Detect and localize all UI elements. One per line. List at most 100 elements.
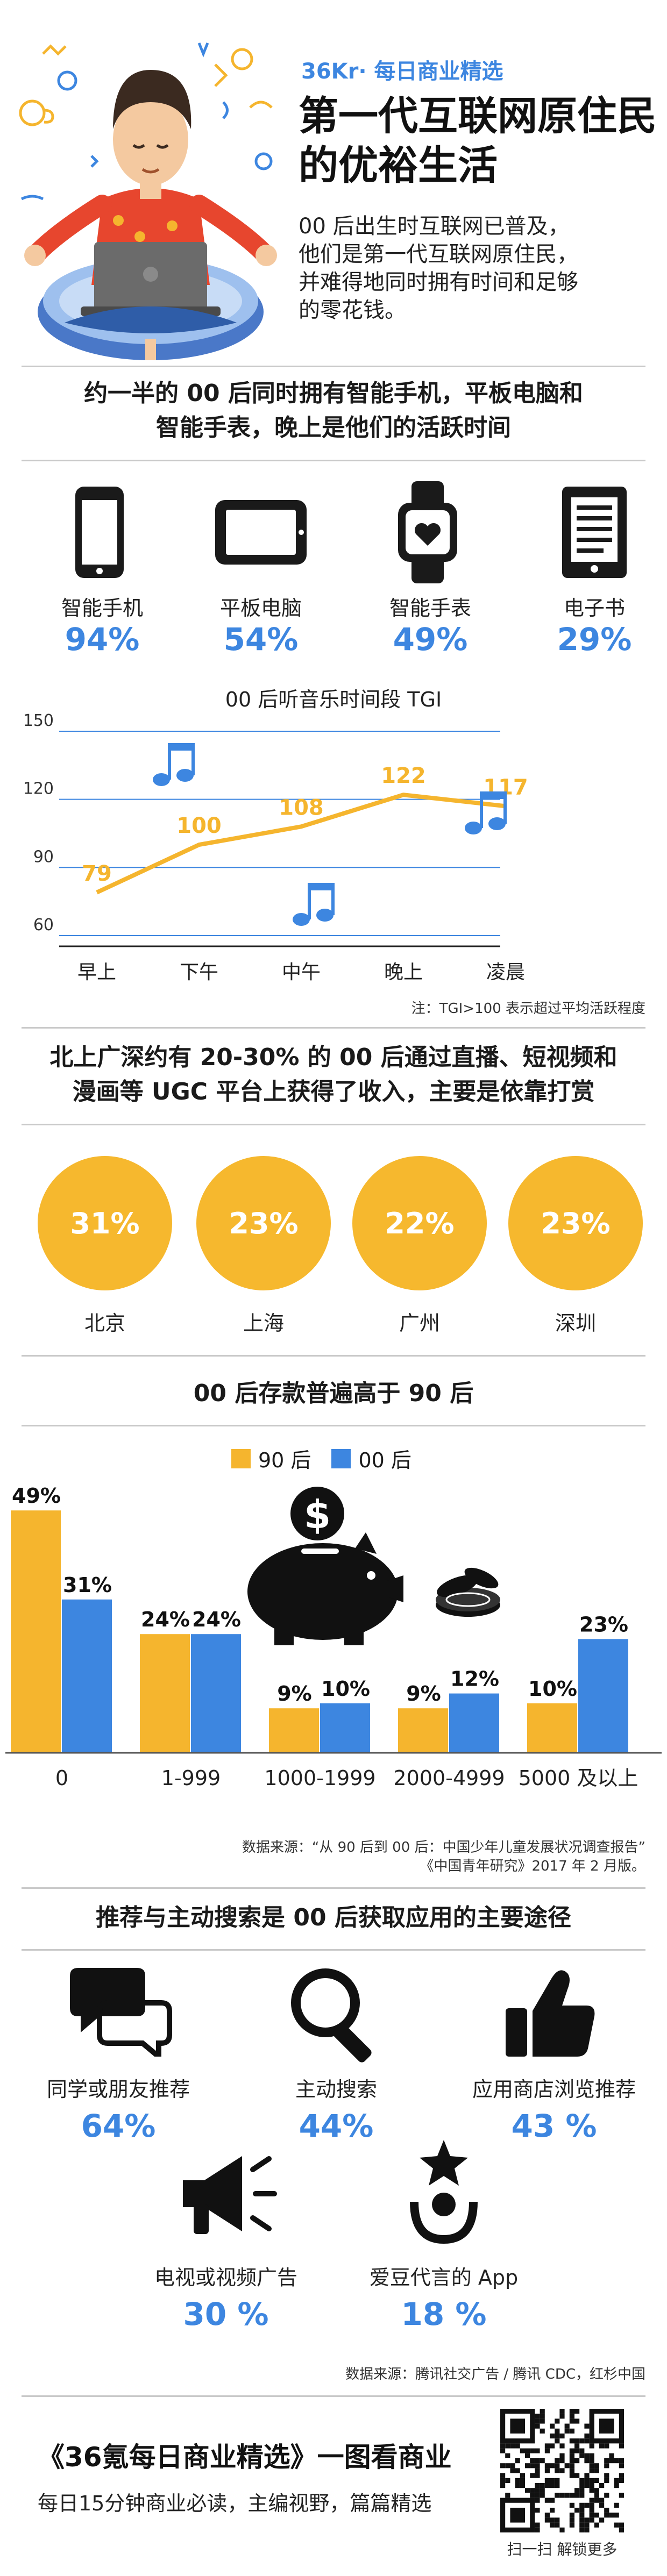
app-item-store: 应用商店浏览推荐 43 % [457,2073,651,2144]
tablet-icon [212,495,309,572]
legend-swatch-00 [331,1448,351,1468]
divider [22,460,645,461]
qr-code[interactable] [500,2409,624,2532]
divider [22,2395,645,2397]
bar-value-label: 31% [63,1573,112,1597]
bar-value-label: 10% [528,1677,577,1701]
bar-value-label: 9% [277,1682,312,1706]
data-label: 79 [82,861,112,886]
device-pct: 94% [65,621,140,658]
x-tick-label: 下午 [180,961,218,983]
device-item-smartphone: 智能手机 94% [43,591,161,658]
legend-label-90: 90 后 [258,1448,311,1472]
savings-source-1: 数据来源：“从 90 后到 00 后：中国少年儿童发展状况调查报告” [242,1839,645,1856]
data-label: 100 [176,814,222,838]
bar [191,1634,241,1753]
app-item-idol: 爱豆代言的 App 18 % [347,2261,541,2332]
savings-bar-chart: 49% 31% 0 24% 24% 1-999 9% 10% 1000-1999 9% 12% 200… [0,1484,667,1830]
device-pct: 49% [393,621,468,658]
brand-sub-text: · 每日商业精选 [358,59,503,84]
tgi-line-chart: 150 120 90 60 79 100 108 122 117 早上 下午 中午 晚上 凌晨 [0,710,667,991]
ugc-title: 北上广深约有 20-30% 的 00 后通过直播、短视频和 漫画等 UGC 平台… [0,1040,667,1109]
tgi-chart-title: 00 后听音乐时间段 TGI [225,688,442,711]
app-label: 电视或视频广告 [154,2266,297,2289]
device-label: 平板电脑 [219,596,302,620]
coins-icon [430,1562,506,1623]
intro-line: 他们是第一代互联网原住民， [299,242,578,267]
footer-subtitle: 每日15分钟商业必读，主编视野，篇篇精选 [38,2492,432,2515]
city-label-guangzhou: 广州 [399,1311,440,1335]
bar-value-label: 49% [12,1484,61,1508]
app-label: 主动搜索 [295,2078,377,2101]
app-pct: 64% [81,2108,156,2144]
bar [62,1599,112,1753]
savings-source-2: 《中国青年研究》2017 年 2 月版。 [420,1858,645,1874]
device-label: 电子书 [563,596,625,620]
app-item-search: 主动搜索 44% [245,2073,428,2144]
divider [22,1887,645,1889]
ebook-icon [559,484,629,583]
x-tick-label: 晚上 [384,961,423,983]
intro-line: 的零花钱。 [299,298,406,323]
device-pct: 54% [223,621,299,658]
savings-title: 00 后存款普遍高于 90 后 [193,1380,474,1407]
data-label: 122 [381,763,426,788]
bar [398,1708,448,1753]
app-label: 爱豆代言的 App [369,2266,519,2289]
city-label-shanghai: 上海 [243,1311,284,1335]
device-pct: 29% [557,621,632,658]
app-label: 同学或朋友推荐 [46,2078,190,2101]
app-pct: 18 % [401,2296,487,2332]
city-circle-guangzhou: 22% [352,1156,487,1290]
bar-value-label: 9% [406,1682,441,1706]
devices-title-line1: 约一半的 00 后同时拥有智能手机，平板电脑和 [84,380,583,407]
x-tick-label: 1-999 [161,1766,221,1790]
ugc-title-line2: 漫画等 UGC 平台上获得了收入，主要是依靠打赏 [72,1078,595,1105]
divider [22,1027,645,1029]
page-title-line1: 第一代互联网原住民 [299,93,657,139]
bar [527,1703,577,1753]
x-tick-label: 2000-4999 [393,1766,505,1790]
app-label: 应用商店浏览推荐 [472,2078,636,2101]
ugc-title-line1: 北上广深约有 20-30% 的 00 后通过直播、短视频和 [49,1044,618,1071]
x-tick-label: 凌晨 [486,961,525,983]
y-tick-label: 150 [23,711,54,730]
smartphone-icon [70,484,129,583]
city-circle-beijing: 31% [38,1156,172,1290]
divider [22,1355,645,1357]
footer-title: 《36氪每日商业精选》一图看商业 [38,2442,452,2473]
app-pct: 44% [299,2108,374,2144]
app-pct: 30 % [183,2296,269,2332]
bar [578,1639,628,1753]
devices-title-line2: 智能手表，晚上是他们的活跃时间 [156,414,511,441]
divider [22,1425,645,1426]
music-note-icon [153,743,195,786]
city-label-beijing: 北京 [84,1311,125,1335]
megaphone-icon [172,2148,280,2247]
header-illustration [11,22,290,376]
bar-value-label: 24% [192,1608,241,1631]
y-tick-label: 120 [23,780,54,798]
divider [22,1949,645,1951]
bar [269,1708,319,1753]
device-item-tablet: 平板电脑 54% [202,591,320,658]
qr-caption: 扫一扫 解锁更多 [507,2541,618,2558]
app-item-tv-ads: 电视或视频广告 30 % [129,2261,323,2332]
idol-star-icon [398,2137,489,2247]
music-note-icon [465,791,507,834]
data-label: 108 [279,795,324,820]
page-title-line2: 的优裕生活 [299,142,498,189]
x-tick-label: 1000-1999 [264,1766,375,1790]
device-item-smartwatch: 智能手表 49% [371,591,489,658]
intro-line: 并难得地同时拥有时间和足够 [299,270,578,295]
thumbs-up-icon [500,1963,597,2061]
intro-text: 00 后出生时互联网已普及， 他们是第一代互联网原住民， 并难得地同时拥有时间和… [299,212,578,324]
bar-value-label: 23% [579,1612,628,1636]
speech-bubbles-icon [65,1965,172,2063]
x-tick-label: 中午 [282,961,321,983]
apps-title: 推荐与主动搜索是 00 后获取应用的主要途径 [96,1904,571,1931]
x-tick-label: 早上 [77,961,116,983]
music-note-icon [293,883,335,926]
brand-logo: 36Kr· 每日商业精选 [301,54,503,85]
device-label: 智能手机 [61,596,143,620]
